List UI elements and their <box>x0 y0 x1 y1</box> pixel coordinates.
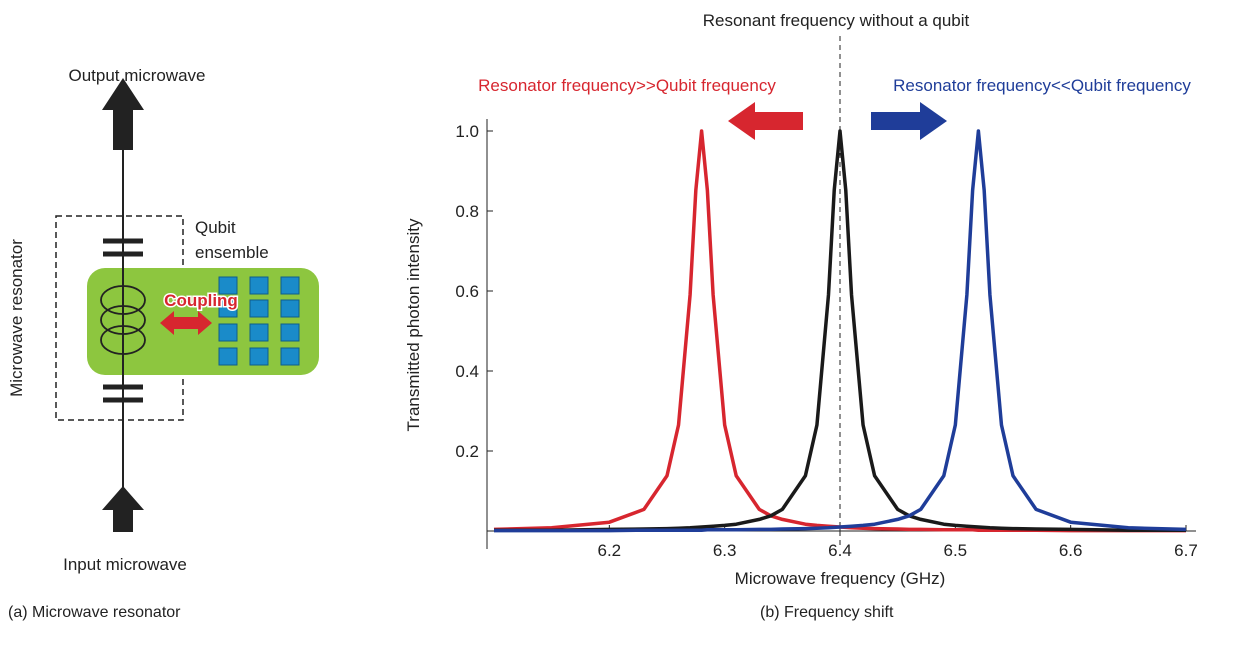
y-tick-label: 0.8 <box>455 202 479 221</box>
x-tick-label: 6.3 <box>713 541 737 560</box>
coupling-label: Coupling <box>164 291 238 310</box>
y-tick-label: 0.2 <box>455 442 479 461</box>
x-tick-label: 6.5 <box>944 541 968 560</box>
input-arrow <box>102 486 144 532</box>
caption: (a) Microwave resonator <box>8 604 181 621</box>
plot: 0.2 0.4 0.6 0.8 1.0 6.2 6.3 6.4 6.5 6.6 6.7 Microwa… <box>404 11 1198 588</box>
shift-arrow <box>871 102 947 140</box>
resonator-box <box>55 215 184 421</box>
series-line <box>494 129 1187 533</box>
x-tick-label: 6.7 <box>1174 541 1198 560</box>
qubit-grid <box>218 276 300 366</box>
series-label: Resonator frequency>>Qubit frequency <box>478 76 776 95</box>
resonator-label: Microwave resonator <box>7 239 26 397</box>
series-line <box>494 129 1186 532</box>
input-label: Input microwave <box>63 555 187 574</box>
ensemble-label: ensemble <box>195 243 269 262</box>
x-tick-label: 6.2 <box>598 541 622 560</box>
resonator-diagram: Coupling Qubit ensemble Output microwave… <box>7 66 319 574</box>
x-axis-label: Microwave frequency (GHz) <box>735 569 946 588</box>
y-tick-label: 0.6 <box>455 282 479 301</box>
coil <box>100 285 146 355</box>
series-label: Resonator frequency<<Qubit frequency <box>893 76 1191 95</box>
shift-arrow <box>728 102 803 140</box>
coupling-arrow <box>160 311 212 335</box>
series-label: Resonant frequency without a qubit <box>703 11 970 30</box>
y-tick-label: 0.4 <box>455 362 479 381</box>
y-axis-label: Transmitted photon intensity <box>404 218 423 431</box>
y-tick-label: 1.0 <box>455 122 479 141</box>
caption: (b) Frequency shift <box>760 604 894 621</box>
x-tick-label: 6.6 <box>1059 541 1083 560</box>
ensemble-label: Qubit <box>195 218 236 237</box>
x-tick-label: 6.4 <box>828 541 852 560</box>
output-arrow <box>102 78 144 150</box>
output-label: Output microwave <box>69 66 206 85</box>
